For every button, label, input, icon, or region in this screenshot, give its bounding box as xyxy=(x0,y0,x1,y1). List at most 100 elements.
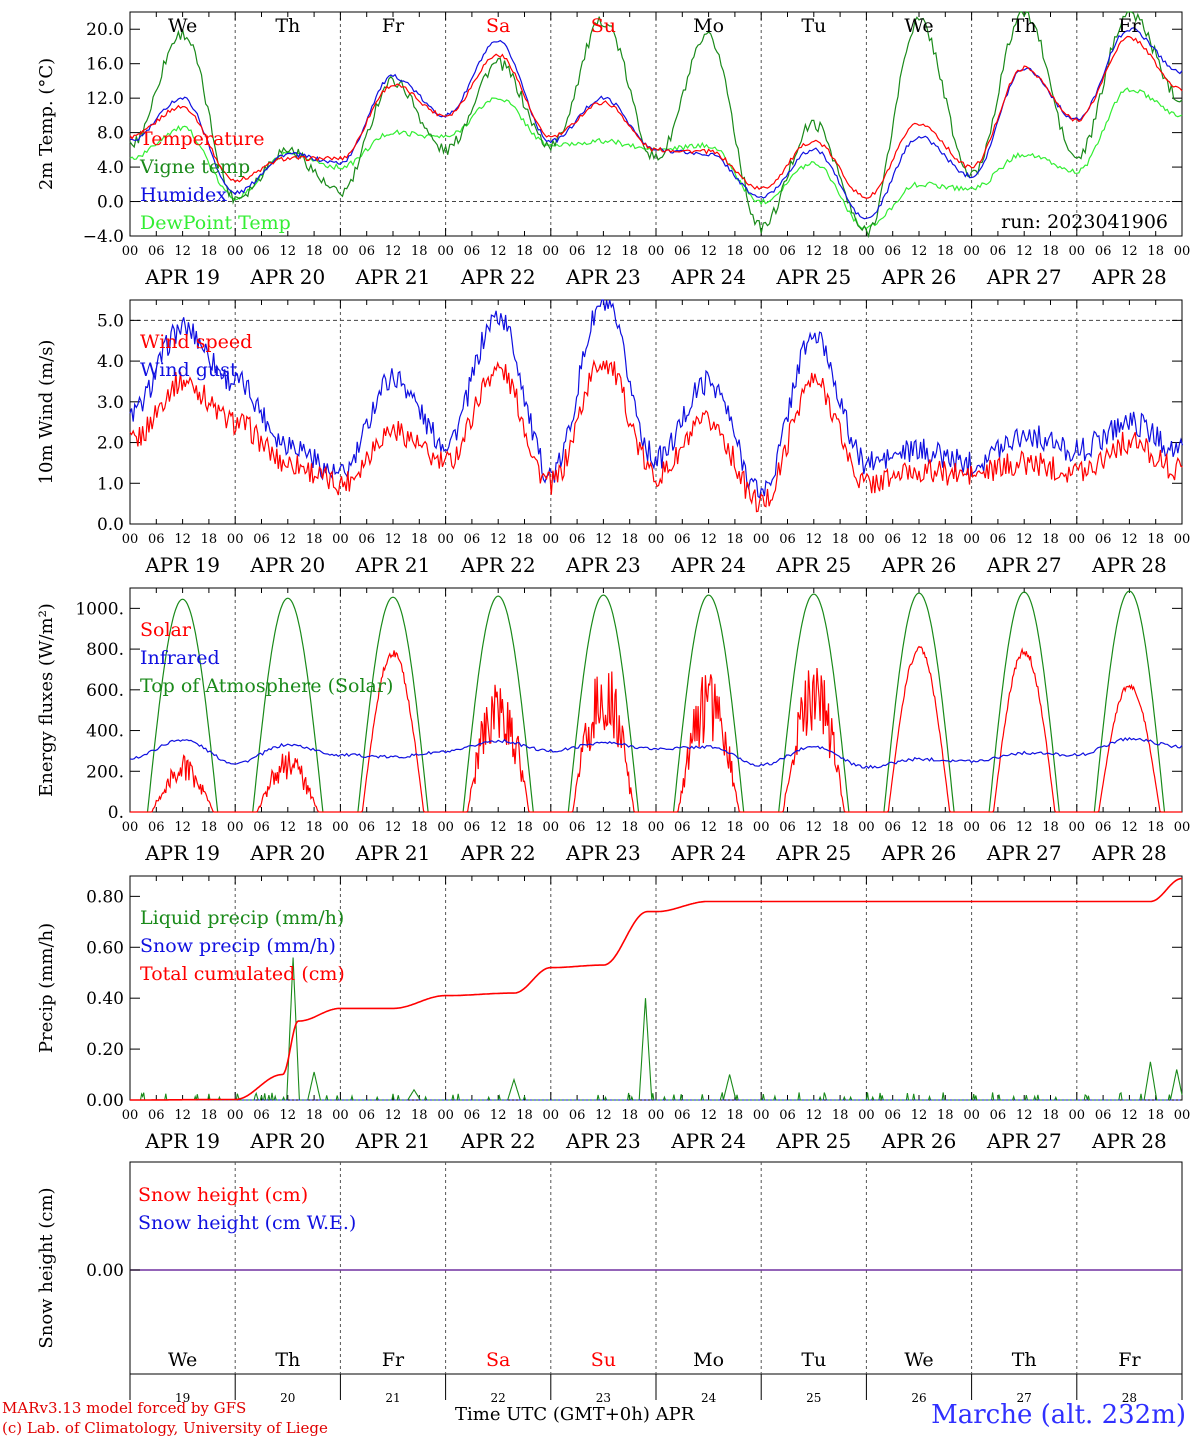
hour-label: 12 xyxy=(700,244,717,259)
panel-frame xyxy=(129,587,1183,813)
date-label: APR 24 xyxy=(670,841,746,865)
hour-label: 18 xyxy=(516,244,533,259)
hour-label: 06 xyxy=(358,244,375,259)
hour-label: 12 xyxy=(174,1108,191,1123)
hour-label: 00 xyxy=(332,244,349,259)
hour-label: 00 xyxy=(963,532,980,547)
day-number: 19 xyxy=(175,1391,190,1405)
y-tick-label: 4.0 xyxy=(97,352,124,372)
hour-label: 00 xyxy=(963,1108,980,1123)
panel-2 xyxy=(129,299,1183,525)
date-label: APR 20 xyxy=(249,265,325,289)
hour-label: 06 xyxy=(779,244,796,259)
hour-label: 12 xyxy=(595,244,612,259)
hour-label: 18 xyxy=(937,244,954,259)
y-tick-label: 20.0 xyxy=(86,20,124,40)
hour-label: 06 xyxy=(464,820,481,835)
y-tick-label: 0.80 xyxy=(86,887,124,907)
solar-line xyxy=(130,645,1182,813)
hour-label: 06 xyxy=(358,1108,375,1123)
hour-label: 00 xyxy=(122,244,139,259)
hour-label: 18 xyxy=(411,244,428,259)
legend-entry: Snow height (cm W.E.) xyxy=(138,1212,356,1234)
y-tick-label: 0.0 xyxy=(97,193,124,213)
hour-label: 00 xyxy=(543,1108,560,1123)
y-tick-label: 400. xyxy=(86,722,124,742)
toa-solar-arc xyxy=(567,594,640,813)
hour-label: 18 xyxy=(411,820,428,835)
hour-label: 18 xyxy=(1042,1108,1059,1123)
hour-label: 12 xyxy=(1016,820,1033,835)
y-tick-label: 1.0 xyxy=(97,474,124,494)
date-label: APR 21 xyxy=(355,841,431,865)
hour-label: 12 xyxy=(385,820,402,835)
hour-label: 06 xyxy=(358,820,375,835)
hour-label: 18 xyxy=(411,532,428,547)
date-label: APR 23 xyxy=(565,553,641,577)
date-label: APR 21 xyxy=(355,265,431,289)
panel-1 xyxy=(129,11,1183,237)
toa-solar-arc xyxy=(357,596,429,813)
hour-label: 00 xyxy=(648,820,665,835)
date-label: APR 27 xyxy=(986,265,1062,289)
hour-label: 06 xyxy=(253,532,270,547)
hour-label: 06 xyxy=(990,244,1007,259)
hour-label: 18 xyxy=(621,820,638,835)
hour-label: 06 xyxy=(674,244,691,259)
hour-label: 12 xyxy=(1016,244,1033,259)
panel-5 xyxy=(129,1161,1183,1400)
hour-label: 00 xyxy=(437,532,454,547)
day-number: 23 xyxy=(596,1391,611,1405)
hour-label: 12 xyxy=(806,1108,823,1123)
legend-entry: Wind speed xyxy=(140,331,252,353)
hour-label: 18 xyxy=(516,820,533,835)
toa-solar-arc xyxy=(883,592,955,813)
legend-entry: Snow precip (mm/h) xyxy=(140,935,336,957)
date-label: APR 26 xyxy=(881,553,957,577)
hour-label: 06 xyxy=(884,1108,901,1123)
hour-label: 00 xyxy=(543,244,560,259)
hour-label: 06 xyxy=(1095,244,1112,259)
y-tick-label: 800. xyxy=(86,640,124,660)
hour-label: 00 xyxy=(753,532,770,547)
hour-label: 06 xyxy=(990,532,1007,547)
hour-label: 00 xyxy=(963,244,980,259)
hour-label: 18 xyxy=(1147,820,1164,835)
hour-label: 12 xyxy=(1121,244,1138,259)
hour-label: 06 xyxy=(464,532,481,547)
toa-solar-arc xyxy=(1093,590,1166,813)
weekday-label: Mo xyxy=(693,15,724,37)
hour-label: 12 xyxy=(806,820,823,835)
hour-label: 18 xyxy=(1042,820,1059,835)
date-label: APR 19 xyxy=(144,1129,220,1153)
hour-label: 06 xyxy=(569,532,586,547)
hour-label: 12 xyxy=(385,1108,402,1123)
hour-label: 18 xyxy=(201,1108,218,1123)
day-number: 25 xyxy=(806,1391,821,1405)
date-label: APR 26 xyxy=(881,1129,957,1153)
hour-label: 06 xyxy=(779,532,796,547)
date-label: APR 21 xyxy=(355,553,431,577)
hour-label: 00 xyxy=(1069,244,1086,259)
weekday-label: Th xyxy=(1012,1349,1037,1371)
hour-label: 00 xyxy=(1174,820,1191,835)
y-tick-label: 3.0 xyxy=(97,393,124,413)
hour-label: 12 xyxy=(490,244,507,259)
hour-label: 00 xyxy=(648,532,665,547)
hour-label: 06 xyxy=(464,1108,481,1123)
legend-entry: DewPoint Temp xyxy=(140,212,291,234)
hour-label: 18 xyxy=(937,532,954,547)
y-tick-label: 0. xyxy=(108,803,124,823)
hour-label: 18 xyxy=(727,1108,744,1123)
y-axis-label: Precip (mm/h) xyxy=(36,923,57,1053)
y-tick-label: 16.0 xyxy=(86,55,124,75)
toa-solar-arc xyxy=(988,591,1060,813)
weekday-label: Sa xyxy=(486,1349,510,1371)
legend-entry: Total cumulated (cm) xyxy=(140,963,345,985)
y-tick-label: 200. xyxy=(86,762,124,782)
y-tick-label: 2.0 xyxy=(97,434,124,454)
legend-entry: Solar xyxy=(140,619,192,641)
hour-label: 18 xyxy=(832,820,849,835)
date-label: APR 26 xyxy=(881,841,957,865)
y-tick-label: 8.0 xyxy=(97,124,124,144)
